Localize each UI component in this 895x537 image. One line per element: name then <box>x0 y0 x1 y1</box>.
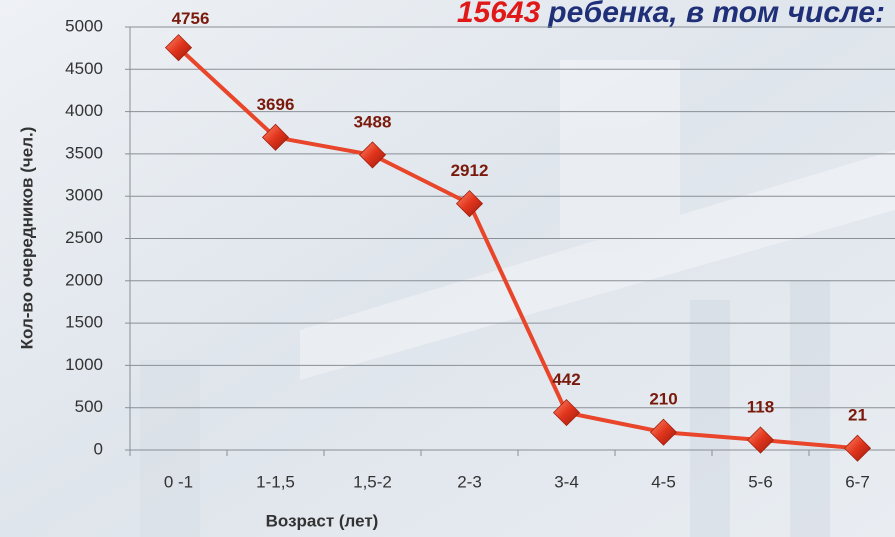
data-label: 2912 <box>451 161 489 180</box>
y-tick-label: 0 <box>94 439 103 458</box>
y-tick-label: 3000 <box>65 186 103 205</box>
x-tick-label: 5-6 <box>748 472 773 491</box>
y-tick-label: 5000 <box>65 16 103 35</box>
data-label: 118 <box>747 398 774 417</box>
y-tick-label: 2000 <box>65 270 103 289</box>
x-tick-label: 6-7 <box>845 472 870 491</box>
y-tick-label: 4000 <box>65 101 103 120</box>
y-tick-label: 1000 <box>65 355 103 374</box>
y-tick-label: 3500 <box>65 143 103 162</box>
x-tick-label: 2-3 <box>457 472 482 491</box>
x-tick-label: 3-4 <box>554 472 579 491</box>
data-label: 3488 <box>354 112 392 131</box>
data-label: 3696 <box>257 95 295 114</box>
data-label: 442 <box>552 370 580 389</box>
x-tick-label: 4-5 <box>651 472 676 491</box>
x-axis-title: Возраст (лет) <box>266 511 379 530</box>
background <box>0 0 895 537</box>
title-number: 15643 <box>457 0 541 29</box>
y-tick-label: 4500 <box>65 59 103 78</box>
x-tick-label: 1,5-2 <box>353 472 392 491</box>
y-tick-label: 500 <box>75 397 103 416</box>
x-tick-label: 1-1,5 <box>256 472 295 491</box>
y-tick-label: 1500 <box>65 313 103 332</box>
y-axis-title: Кол-во очередников (чел.) <box>17 127 36 350</box>
chart: 15643ребенка, в том числе: 0 500 1000 1500 2… <box>0 0 895 537</box>
data-label: 210 <box>649 390 677 409</box>
data-label: 21 <box>848 406 867 425</box>
y-tick-label: 2500 <box>65 228 103 247</box>
data-label: 4756 <box>172 9 210 28</box>
x-tick-label: 0 -1 <box>164 472 193 491</box>
title-text: ребенка, в том числе: <box>547 0 885 29</box>
page: 15643ребенка, в том числе: 0 500 1000 1500 2… <box>0 0 895 537</box>
